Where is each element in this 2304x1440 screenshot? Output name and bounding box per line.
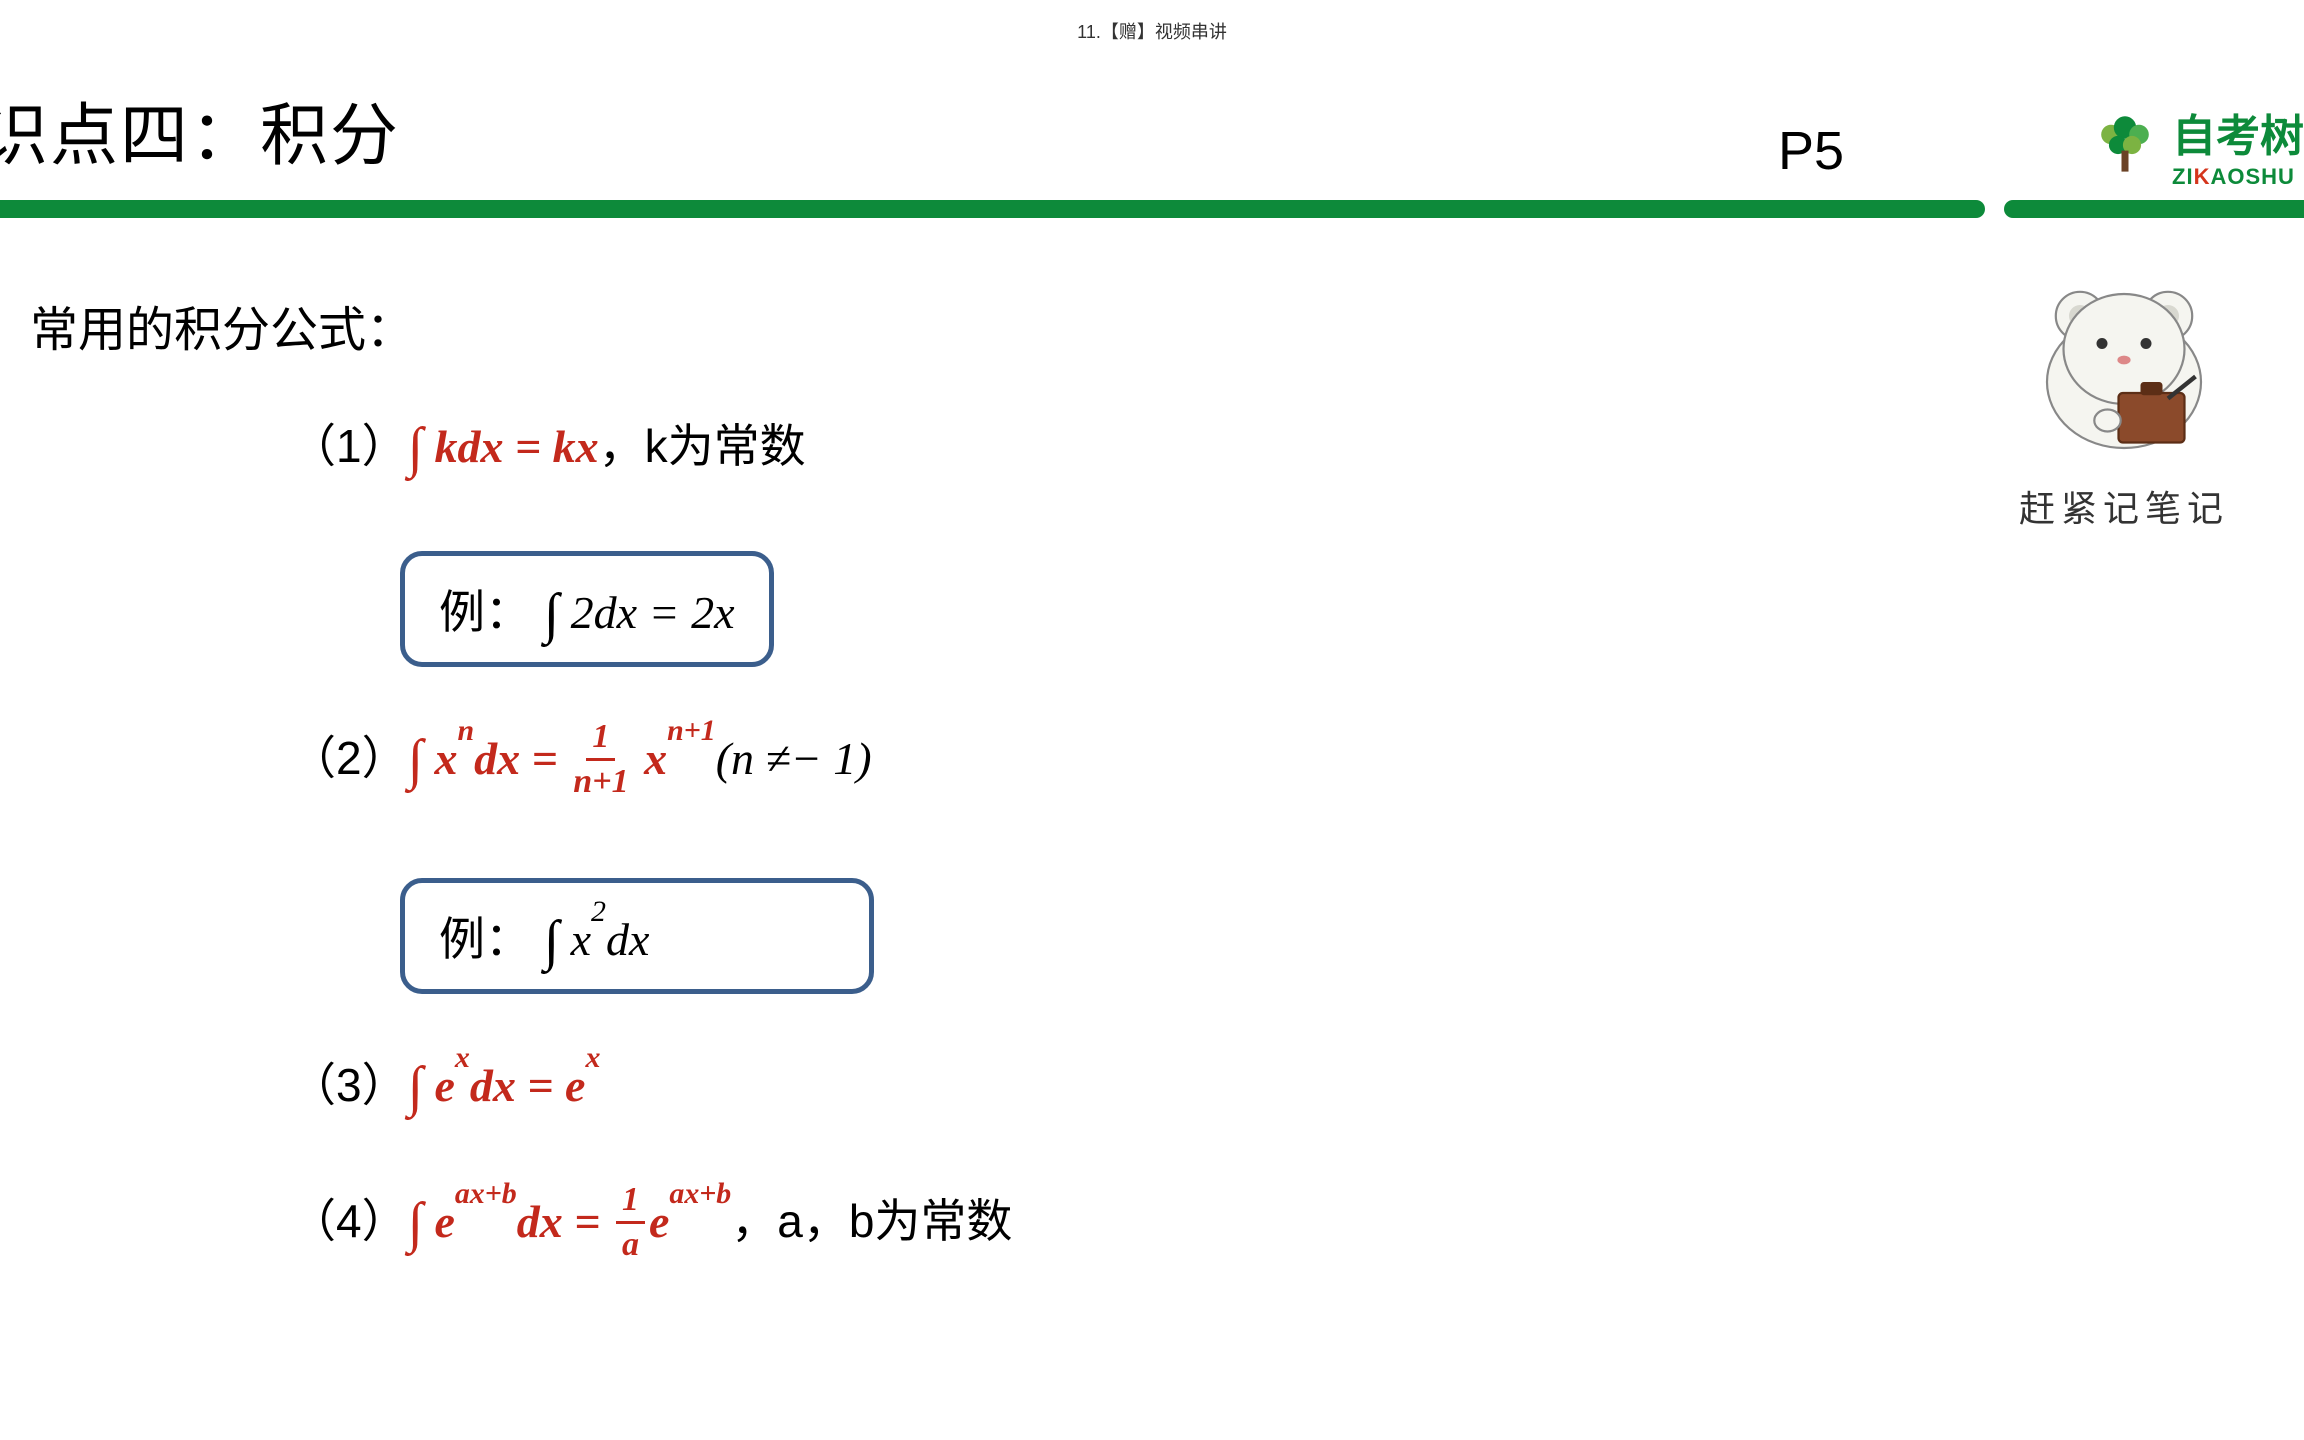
example-1: 例： ∫ 2dx = 2x — [400, 551, 774, 667]
top-label: 11.【赠】视频串讲 — [1077, 18, 1227, 44]
formula-4: （4） ∫ eax+bdx = 1aeax+b ，a，b为常数 — [290, 1185, 1490, 1266]
formula-3: （3） ∫ exdx = ex — [290, 1049, 1490, 1115]
slide-title: 识点四：积分 — [0, 80, 400, 179]
formula-2: （2） ∫ xndx = 1n+1 xn+1 (n ≠− 1) — [290, 722, 1490, 803]
mascot-caption: 赶紧记笔记 — [1994, 480, 2254, 532]
tree-icon — [2090, 110, 2160, 180]
logo-en: ZIKAOSHU — [2172, 164, 2304, 190]
logo-text: 自考树 ZIKAOSHU — [2172, 100, 2304, 190]
slide-header: 识点四：积分 P5 自考树 ZIKAOSHU — [0, 60, 2304, 200]
logo-cn: 自考树 — [2172, 100, 2304, 164]
brand-logo: 自考树 ZIKAOSHU — [2090, 100, 2304, 190]
divider-right — [2004, 200, 2304, 218]
hamster-icon — [2014, 250, 2234, 470]
divider-left — [0, 200, 1985, 218]
page-number: P5 — [1778, 120, 1844, 182]
formula-content: （1） ∫ kdx = kx，k为常数 例： ∫ 2dx = 2x （2） ∫ … — [290, 410, 1490, 1316]
example-2: 例： ∫ x2dx — [400, 878, 874, 994]
section-subtitle: 常用的积分公式： — [30, 290, 414, 360]
mascot: 赶紧记笔记 — [1994, 250, 2254, 532]
formula-1: （1） ∫ kdx = kx，k为常数 — [290, 410, 1490, 476]
